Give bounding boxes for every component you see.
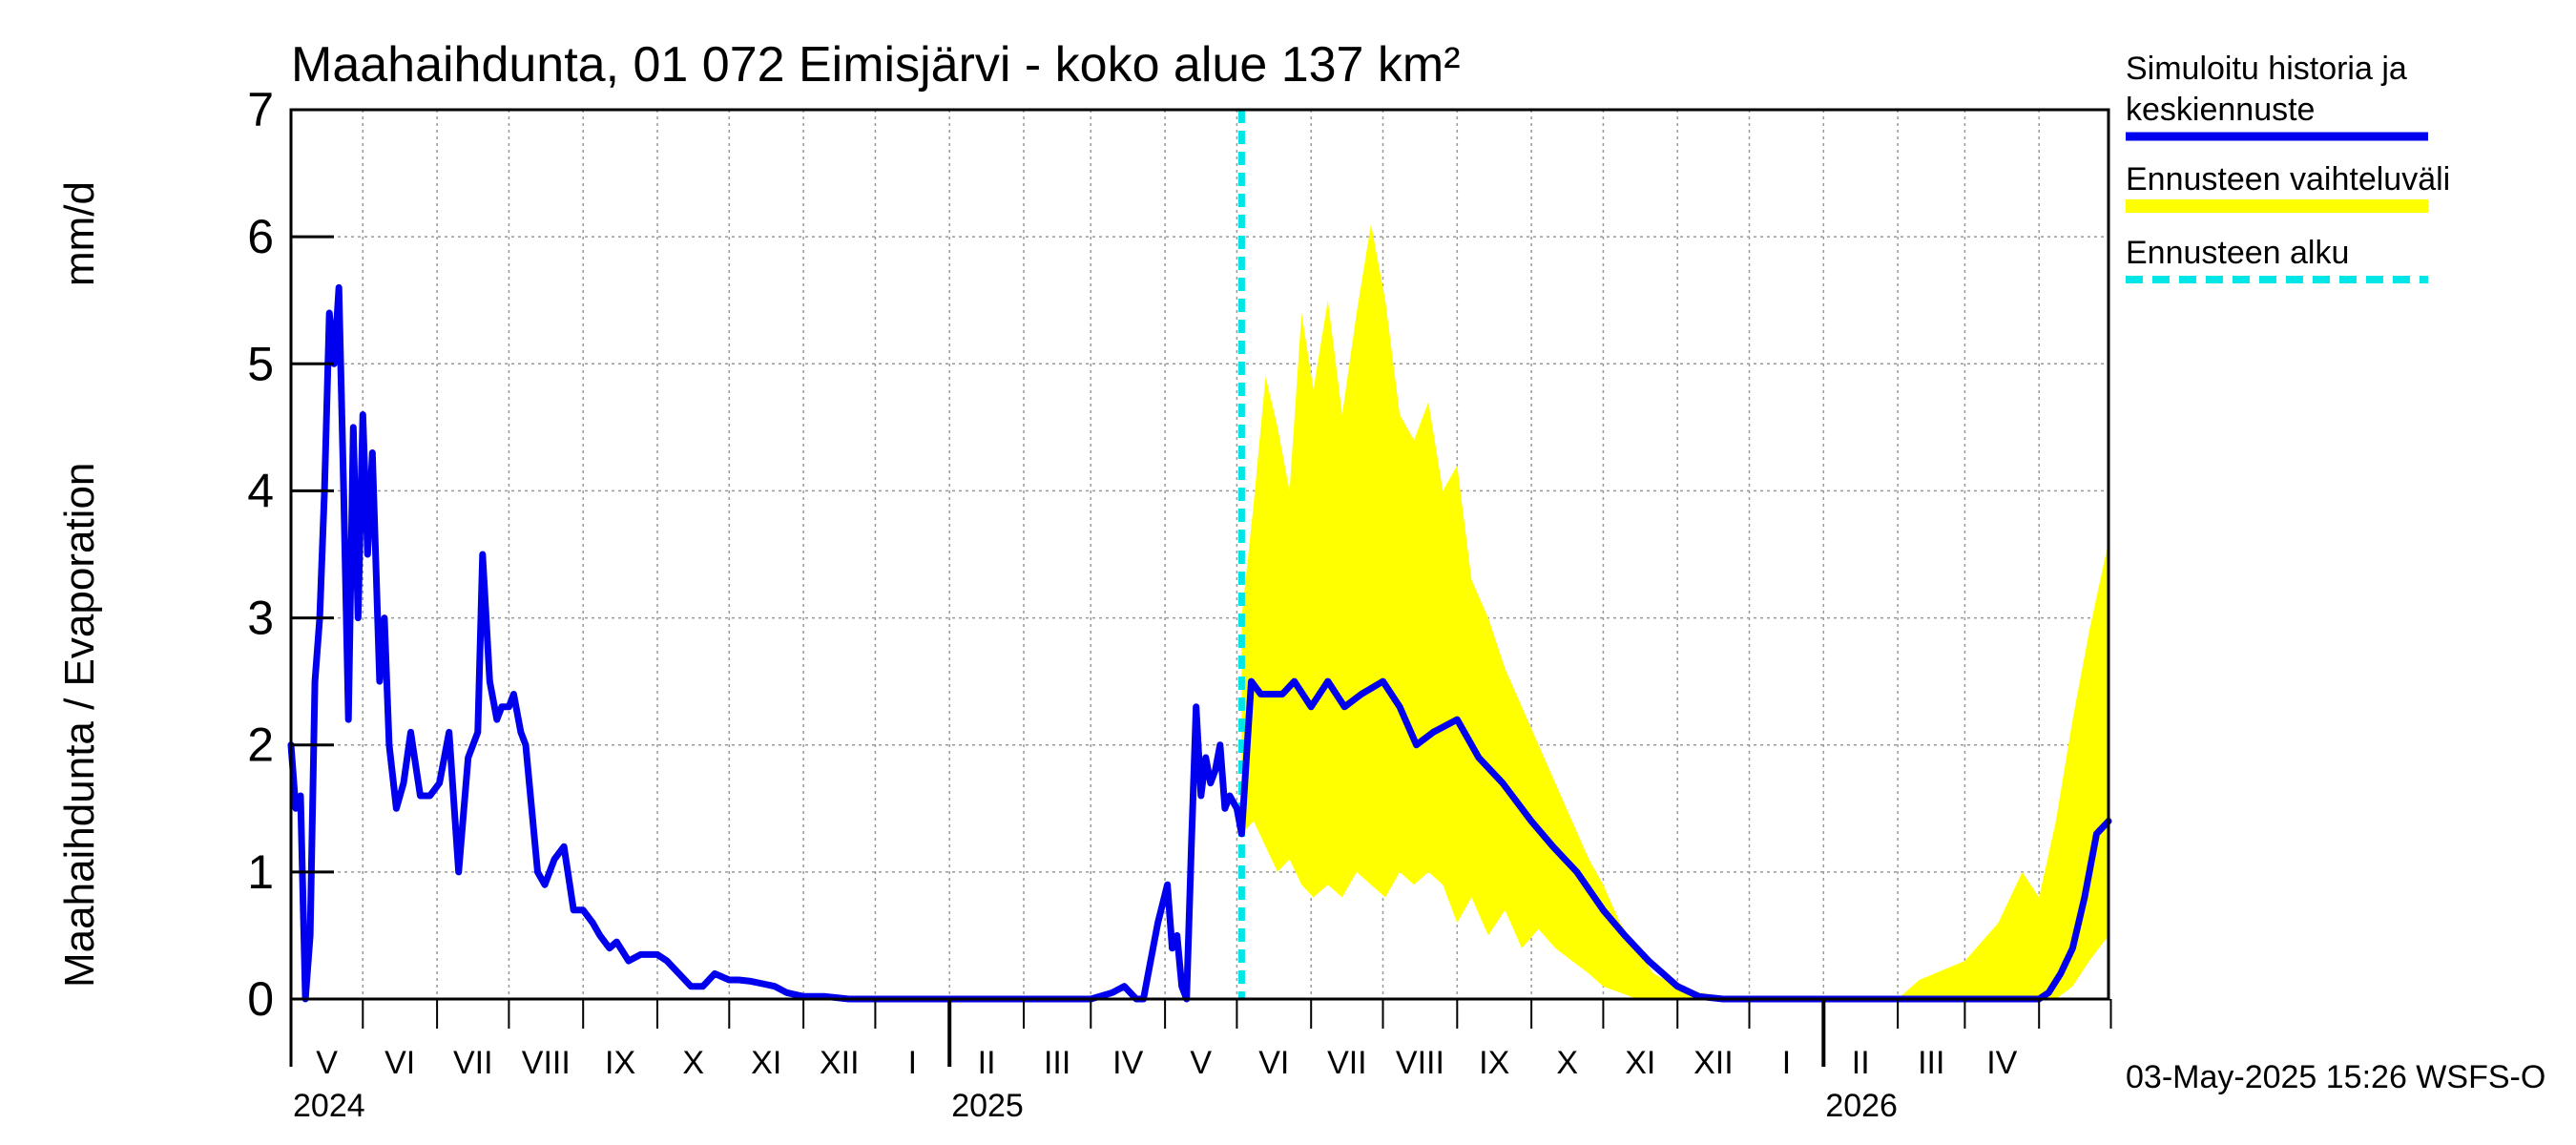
month-tick-label: III <box>1918 1045 1944 1081</box>
month-tick-label: II <box>1852 1045 1870 1081</box>
month-tick-label: IV <box>1112 1045 1143 1081</box>
forecast-band <box>1241 223 2109 1000</box>
month-tick-label: IX <box>1479 1045 1509 1081</box>
month-tick-label: VII <box>453 1045 493 1081</box>
month-tick-label: IX <box>605 1045 635 1081</box>
plot-frame <box>289 108 2110 1001</box>
month-tick-label: XII <box>1693 1045 1734 1081</box>
y-tick-label: 0 <box>247 972 274 1026</box>
y-tick-label: 7 <box>247 83 274 136</box>
month-tick-label: X <box>1556 1045 1578 1081</box>
y-tick-label: 6 <box>247 210 274 263</box>
month-tick-label: VI <box>384 1045 415 1081</box>
forecast-range-band <box>1241 223 2109 1000</box>
month-tick-label: XI <box>1625 1045 1655 1081</box>
month-tick-label: IV <box>1986 1045 2017 1081</box>
legend-label-simulated-line1: Simuloitu historia ja <box>2126 51 2407 87</box>
y-tick-label: 2 <box>247 718 274 772</box>
month-tick-label: X <box>682 1045 704 1081</box>
month-tick-label: VI <box>1258 1045 1289 1081</box>
legend: Simuloitu historia ja keskiennuste Ennus… <box>2126 51 2450 283</box>
timestamp: 03-May-2025 15:26 WSFS-O <box>2126 1059 2545 1095</box>
month-tick-label: I <box>1782 1045 1791 1081</box>
legend-label-simulated-line2: keskiennuste <box>2126 92 2315 128</box>
legend-label-range: Ennusteen vaihteluväli <box>2126 161 2450 198</box>
legend-label-forecast-start: Ennusteen alku <box>2126 235 2349 271</box>
year-tick-label: 2025 <box>951 1088 1024 1124</box>
month-tick-label: V <box>316 1045 338 1081</box>
y-axis-unit-text: mm/d <box>56 181 103 286</box>
y-axis-label: Maahaihdunta / Evaporation <box>56 463 103 988</box>
y-tick-label: 4 <box>247 464 274 517</box>
chart-title: Maahaihdunta, 01 072 Eimisjärvi - koko a… <box>291 37 1461 93</box>
y-axis-unit: mm/d <box>56 181 103 286</box>
x-axis-ticks: V VI VII VIII IX X XI XII I II III IV V VI VII VIII IX X X… <box>290 999 2112 1124</box>
y-tick-label: 3 <box>247 592 274 645</box>
month-tick-label: VIII <box>1396 1045 1444 1081</box>
month-tick-label: II <box>978 1045 996 1081</box>
grid <box>291 110 2109 999</box>
month-tick-label: I <box>908 1045 917 1081</box>
month-tick-label: XII <box>820 1045 860 1081</box>
y-tick-label: 5 <box>247 337 274 390</box>
month-tick-label: VII <box>1327 1045 1367 1081</box>
month-tick-label: V <box>1190 1045 1212 1081</box>
month-tick-label: XI <box>751 1045 781 1081</box>
year-tick-label: 2024 <box>293 1088 365 1124</box>
y-tick-label: 1 <box>247 845 274 899</box>
year-tick-label: 2026 <box>1825 1088 1898 1124</box>
y-axis-label-text: Maahaihdunta / Evaporation <box>56 463 103 988</box>
month-tick-label: III <box>1044 1045 1070 1081</box>
month-tick-label: VIII <box>522 1045 571 1081</box>
y-axis-ticks: 0 1 2 3 4 5 6 7 <box>247 83 334 1026</box>
